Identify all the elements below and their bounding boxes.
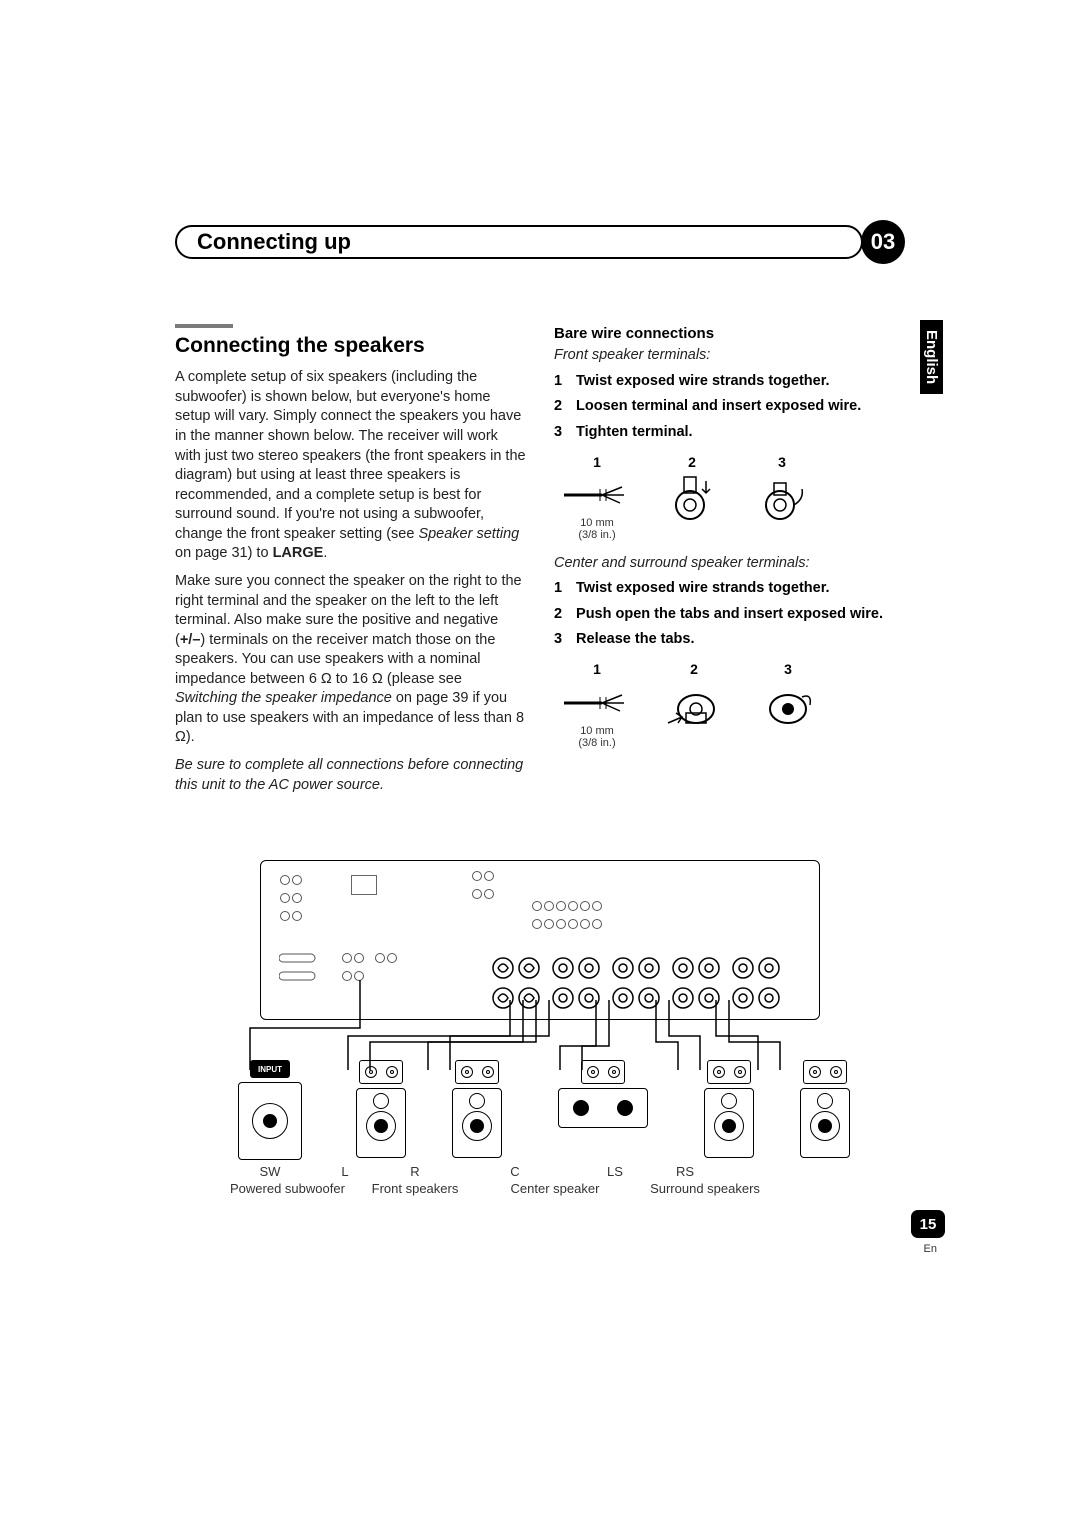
center-step-2: 2 Push open the tabs and insert exposed … (554, 605, 905, 625)
front-terminals-caption: Front speaker terminals: (554, 346, 905, 366)
binding-post-insert-icon (662, 475, 722, 525)
center-terminals-caption: Center and surround speaker terminals: (554, 554, 905, 574)
right-column: Bare wire connections Front speaker term… (554, 324, 905, 803)
chapter-number: 03 (871, 229, 895, 255)
spring-clip-release-icon (756, 683, 820, 733)
front-left-unit (356, 1060, 406, 1160)
front-step-1: 1 Twist exposed wire strands together. (554, 372, 905, 392)
surround-left-unit (704, 1060, 754, 1160)
center-wire-diagram: 1 10 mm (3/8 in.) 2 (562, 660, 905, 749)
subwoofer-unit: INPUT (230, 1060, 310, 1160)
wire2-step-2: 2 (662, 660, 726, 733)
twisted-wire-icon (562, 683, 632, 723)
front-right-unit (452, 1060, 502, 1160)
front-step-3: 3 Tighten terminal. (554, 423, 905, 443)
binding-post-tighten-icon (752, 475, 812, 525)
section-heading: Connecting the speakers (175, 332, 526, 360)
speaker-name-row: Powered subwoofer Front speakers Center … (230, 1181, 850, 1196)
wire-dim2: 10 mm (3/8 in.) (562, 725, 632, 749)
chapter-number-badge: 03 (861, 220, 905, 264)
section-rule (175, 324, 233, 328)
wire2-step-3: 3 (756, 660, 820, 733)
page-number-badge: 15 (911, 1210, 945, 1238)
sub-input-label: INPUT (250, 1060, 290, 1078)
twisted-wire-icon (562, 475, 632, 515)
wire2-step-1: 1 10 mm (3/8 in.) (562, 660, 632, 749)
spring-clip-push-icon (662, 683, 726, 733)
left-column: Connecting the speakers A complete setup… (175, 324, 526, 803)
front-wire-diagram: 1 10 mm (3/8 in.) 2 (562, 453, 905, 542)
connection-diagram: INPUT (175, 860, 905, 1196)
center-unit (548, 1060, 658, 1160)
chapter-title: Connecting up (197, 229, 351, 255)
wire-step-1: 1 10 mm (3/8 in.) (562, 453, 632, 542)
subsection-heading: Bare wire connections (554, 324, 905, 344)
wire-step-2: 2 (662, 453, 722, 526)
wire-step-3: 3 (752, 453, 812, 526)
front-step-2: 2 Loosen terminal and insert exposed wir… (554, 397, 905, 417)
speaker-terminal-row-top (491, 953, 781, 983)
center-step-3: 3 Release the tabs. (554, 630, 905, 650)
page-lang-code: En (924, 1243, 937, 1255)
surround-right-unit (800, 1060, 850, 1160)
language-tab: English (920, 320, 943, 394)
page-content: Connecting up 03 Connecting the speakers… (175, 220, 905, 803)
receiver-back-panel (260, 860, 820, 1020)
wire-dim: 10 mm (3/8 in.) (562, 517, 632, 541)
paragraph-1: A complete setup of six speakers (includ… (175, 368, 526, 564)
paragraph-3-note: Be sure to complete all connections befo… (175, 756, 526, 795)
chapter-header: Connecting up 03 (175, 220, 905, 264)
speaker-shelf: INPUT (230, 1060, 850, 1160)
paragraph-2: Make sure you connect the speaker on the… (175, 572, 526, 748)
chapter-title-pill: Connecting up (175, 225, 863, 259)
speaker-terminal-row-bottom (491, 983, 781, 1013)
speaker-letter-row: SW L R C LS RS (230, 1164, 850, 1179)
two-column-layout: Connecting the speakers A complete setup… (175, 324, 905, 803)
center-step-1: 1 Twist exposed wire strands together. (554, 579, 905, 599)
